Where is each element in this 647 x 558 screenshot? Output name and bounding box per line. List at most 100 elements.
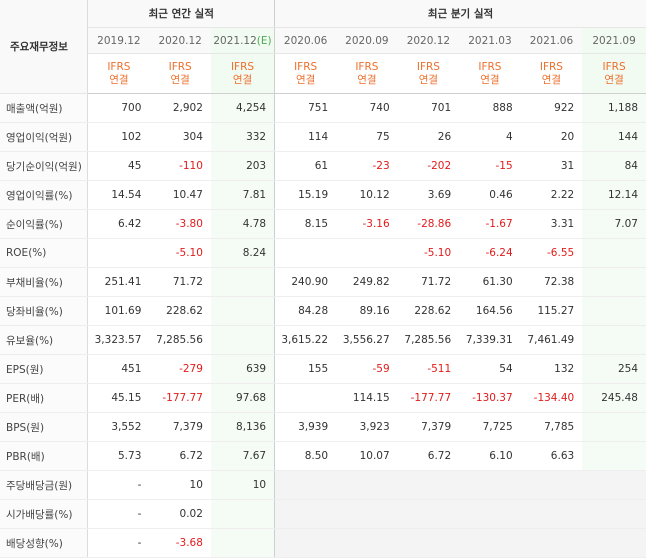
value-cell: [582, 267, 646, 297]
period-header: 2020.06: [274, 27, 337, 54]
value-cell: 31: [520, 151, 583, 181]
value-cell: 10.07: [336, 441, 398, 471]
row-label: 시가배당률(%): [0, 499, 89, 529]
value-cell: -202: [397, 151, 460, 181]
ifrs-text: IFRS: [416, 60, 440, 73]
value-cell: 7,461.49: [520, 325, 583, 355]
period-header: 2019.12: [87, 27, 150, 54]
value-cell: [459, 528, 521, 558]
value-cell: 114.15: [336, 383, 398, 413]
value-cell: 751: [274, 93, 337, 123]
value-cell: 12.14: [582, 180, 646, 210]
value-cell: 7,785: [520, 412, 583, 442]
period-header: 2020.12: [397, 27, 460, 54]
row-label: 영업이익(억원): [0, 122, 89, 152]
value-cell: [210, 325, 275, 355]
ifrs-consolidated-label: IFRS 연결: [149, 53, 211, 94]
value-cell: 249.82: [336, 267, 398, 297]
value-cell: 2,902: [149, 93, 211, 123]
table-row: 매출액(억원) 700 2,902 4,254 751 740 701 888 922 1,188: [0, 93, 646, 123]
value-cell: 3,923: [336, 412, 398, 442]
value-cell: [87, 238, 150, 268]
value-cell: 4,254: [210, 93, 275, 123]
ifrs-text: IFRS: [168, 60, 192, 73]
ifrs-consolidated-label: IFRS 연결: [336, 53, 398, 94]
value-cell: -28.86: [397, 209, 460, 239]
value-cell: 10: [210, 470, 275, 500]
estimate-marker: (E): [256, 34, 272, 47]
value-cell: 3,939: [274, 412, 337, 442]
row-label: 매출액(억원): [0, 93, 89, 123]
value-cell: 97.68: [210, 383, 275, 413]
value-cell: [520, 528, 583, 558]
value-cell: [210, 267, 275, 297]
value-cell: 245.48: [582, 383, 646, 413]
value-cell: 0.46: [459, 180, 521, 210]
value-cell: 20: [520, 122, 583, 152]
value-cell: 6.72: [397, 441, 460, 471]
table-row: 유보율(%) 3,323.57 7,285.56 3,615.22 3,556.27 7,…: [0, 325, 646, 355]
value-cell: 71.72: [397, 267, 460, 297]
value-cell: -110: [149, 151, 211, 181]
value-cell: 54: [459, 354, 521, 384]
ifrs-text: IFRS: [539, 60, 563, 73]
value-cell: 8,136: [210, 412, 275, 442]
value-cell: 3,556.27: [336, 325, 398, 355]
value-cell: -5.10: [149, 238, 211, 268]
consolidated-text: 연결: [418, 73, 439, 86]
value-cell: -3.68: [149, 528, 211, 558]
row-label: 당기순이익(억원): [0, 151, 89, 181]
value-cell: 3,323.57: [87, 325, 150, 355]
period-header: 2021.03: [459, 27, 521, 54]
value-cell: 7.07: [582, 209, 646, 239]
value-cell: -134.40: [520, 383, 583, 413]
value-cell: 228.62: [149, 296, 211, 326]
value-cell: 84: [582, 151, 646, 181]
value-cell: 332: [210, 122, 275, 152]
ifrs-text: IFRS: [355, 60, 379, 73]
ifrs-text: IFRS: [294, 60, 318, 73]
value-cell: [582, 470, 646, 500]
value-cell: [459, 470, 521, 500]
value-cell: [274, 238, 337, 268]
value-cell: 740: [336, 93, 398, 123]
value-cell: 0.02: [149, 499, 211, 529]
value-cell: 203: [210, 151, 275, 181]
row-label: 유보율(%): [0, 325, 89, 355]
value-cell: 7,379: [397, 412, 460, 442]
value-cell: [520, 499, 583, 529]
value-cell: 4.78: [210, 209, 275, 239]
value-cell: [210, 528, 275, 558]
row-label: PBR(배): [0, 441, 89, 471]
value-cell: -3.80: [149, 209, 211, 239]
value-cell: 10.47: [149, 180, 211, 210]
value-cell: 3,552: [87, 412, 150, 442]
consolidated-text: 연결: [604, 73, 624, 86]
value-cell: -: [87, 470, 150, 500]
row-label: EPS(원): [0, 354, 89, 384]
value-cell: 639: [210, 354, 275, 384]
value-cell: 7.67: [210, 441, 275, 471]
value-cell: 922: [520, 93, 583, 123]
value-cell: [520, 470, 583, 500]
annual-group-header: 최근 연간 실적: [87, 0, 275, 28]
value-cell: 26: [397, 122, 460, 152]
value-cell: 451: [87, 354, 150, 384]
table-row: 부채비율(%) 251.41 71.72 240.90 249.82 71.72 61.30…: [0, 267, 646, 297]
value-cell: 240.90: [274, 267, 337, 297]
value-cell: 700: [87, 93, 150, 123]
value-cell: 888: [459, 93, 521, 123]
value-cell: 7,285.56: [149, 325, 211, 355]
row-label: ROE(%): [0, 238, 89, 268]
value-cell: [397, 528, 460, 558]
value-cell: -177.77: [397, 383, 460, 413]
value-cell: [336, 238, 398, 268]
value-cell: 71.72: [149, 267, 211, 297]
value-cell: 2.22: [520, 180, 583, 210]
period-header: 2021.06: [520, 27, 583, 54]
value-cell: [582, 238, 646, 268]
table-row: BPS(원) 3,552 7,379 8,136 3,939 3,923 7,379 7,72…: [0, 412, 646, 442]
value-cell: 10: [149, 470, 211, 500]
ifrs-consolidated-label: IFRS 연결: [582, 53, 646, 94]
table-row: PER(배) 45.15 -177.77 97.68 114.15 -177.77 -130…: [0, 383, 646, 413]
